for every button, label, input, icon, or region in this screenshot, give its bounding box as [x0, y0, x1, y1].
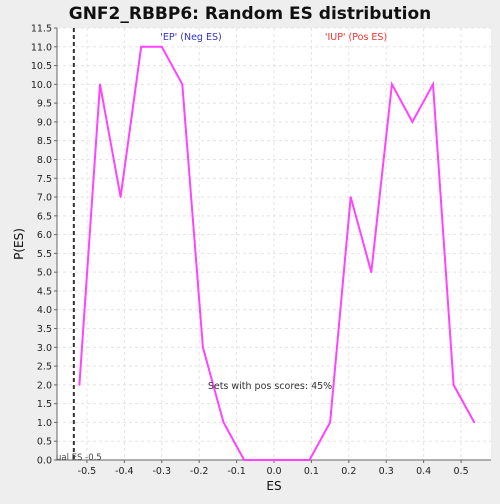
y-tick-label: 4.5 [37, 286, 52, 297]
y-tick-label: 9.0 [37, 117, 52, 128]
x-tick-label: -0.5 [78, 466, 97, 477]
data-point [390, 83, 393, 86]
y-tick-label: 5.0 [37, 268, 52, 279]
data-point [452, 383, 455, 386]
y-tick-label: 9.5 [37, 99, 52, 110]
data-point [202, 346, 204, 349]
data-point [243, 459, 245, 461]
axes: 0.0 0.5 1.0 1.5 2.0 2.5 3.0 3.5 4.0 4.5 5.0 5.5 6.0 6… [31, 24, 491, 477]
x-tick-label: -0.2 [190, 466, 209, 477]
data-point [140, 45, 143, 48]
data-point [411, 121, 414, 123]
x-tick-label: 0.3 [379, 466, 394, 477]
actual-es-label: ual ES -0.5 [56, 453, 102, 463]
data-point [222, 421, 225, 424]
x-tick-label: -0.4 [115, 466, 134, 477]
x-tick-label: 0.4 [416, 466, 431, 477]
y-tick-label: 8.0 [37, 155, 52, 166]
y-tick-label: 4.0 [37, 305, 52, 316]
data-point [473, 421, 476, 424]
y-tick-label: 2.0 [37, 380, 52, 391]
y-tick-label: 8.5 [37, 136, 52, 147]
grid [57, 27, 491, 461]
y-tick-label: 0.0 [37, 456, 52, 467]
data-point [286, 459, 288, 461]
pos-es-label: 'IUP' (Pos ES) [325, 32, 387, 43]
x-axis-label: ES [266, 479, 281, 493]
data-point [329, 421, 332, 424]
data-point [160, 45, 163, 48]
data-point [263, 459, 266, 461]
data-point [370, 271, 373, 274]
y-tick-label: 3.0 [37, 343, 52, 354]
y-tick-label: 7.0 [37, 193, 52, 204]
y-tick-label: 11.5 [31, 24, 52, 35]
data-point [119, 196, 122, 198]
y-tick-label: 5.5 [37, 249, 52, 260]
x-tick-label: 0.5 [454, 466, 469, 477]
y-axis-label: P(ES) [12, 228, 26, 260]
y-tick-label: 1.5 [37, 399, 52, 410]
x-tick-label: 0.2 [341, 466, 356, 477]
pos-scores-annotation: Sets with pos scores: 45% [208, 381, 332, 392]
neg-es-label: 'EP' (Neg ES) [160, 32, 221, 43]
data-point [349, 196, 352, 198]
annotations: 'EP' (Neg ES) 'IUP' (Pos ES) Sets with p… [56, 32, 387, 463]
data-point [181, 83, 184, 86]
y-tick-label: 3.5 [37, 324, 52, 335]
y-tick-label: 7.5 [37, 174, 52, 185]
data-point [432, 83, 434, 86]
series [78, 45, 476, 461]
x-tick-label: 0.1 [304, 466, 319, 477]
x-tick-label: 0.0 [266, 466, 281, 477]
y-tick-label: 0.5 [37, 437, 52, 448]
y-tick-label: 11.0 [31, 42, 52, 53]
y-tick-label: 10.5 [31, 61, 52, 72]
x-tick-label: -0.1 [227, 466, 246, 477]
y-tick-label: 1.0 [37, 418, 52, 429]
data-point [99, 83, 101, 86]
y-tick-label: 6.0 [37, 230, 52, 241]
chart-title: GNF2_RBBP6: Random ES distribution [69, 4, 432, 24]
x-tick-label: -0.3 [152, 466, 171, 477]
es-distribution-line [78, 45, 476, 461]
data-point [308, 459, 311, 461]
y-tick-label: 2.5 [37, 362, 52, 373]
y-tick-label: 10.0 [31, 80, 52, 91]
data-point [78, 383, 81, 386]
y-tick-label: 6.5 [37, 211, 52, 222]
